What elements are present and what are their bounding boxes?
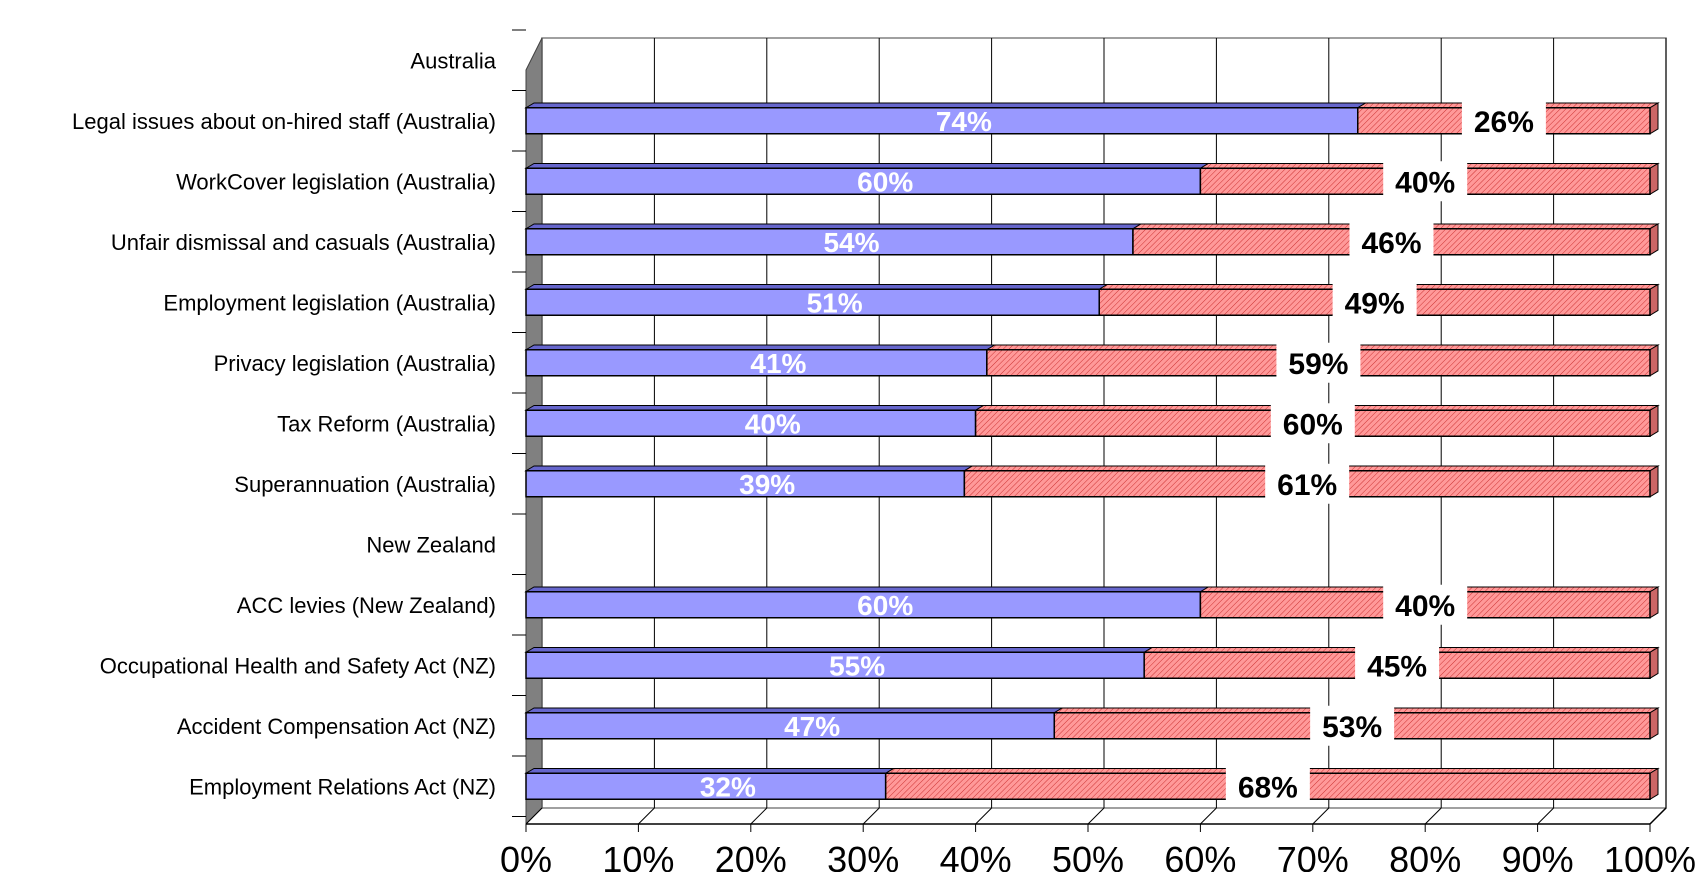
floor-line bbox=[1200, 807, 1217, 825]
bar-series-2-side bbox=[1649, 102, 1659, 135]
floor-line bbox=[1312, 807, 1330, 825]
floor-line bbox=[1537, 807, 1554, 825]
data-label-series-1: 47% bbox=[784, 711, 840, 742]
bar-series-1 bbox=[525, 772, 887, 800]
data-label-series-2: 60% bbox=[1283, 408, 1343, 441]
floor-line bbox=[975, 807, 992, 825]
data-label-series-1: 41% bbox=[750, 348, 806, 379]
bar-series-1 bbox=[525, 591, 1202, 619]
data-label-series-1: 54% bbox=[823, 227, 879, 258]
bar-series-2-side bbox=[1649, 465, 1659, 498]
x-tick-label: 60% bbox=[1164, 839, 1236, 872]
data-label-bg bbox=[1383, 161, 1468, 202]
bar-series-1 bbox=[525, 288, 1100, 316]
category-label: New Zealand bbox=[366, 532, 496, 557]
bar-series-2-side bbox=[1649, 404, 1659, 438]
data-label-series-1: 40% bbox=[745, 408, 801, 439]
floor-line bbox=[750, 807, 768, 825]
category-label: Legal issues about on-hired staff (Austr… bbox=[72, 109, 496, 134]
data-label-series-1: 55% bbox=[829, 650, 885, 681]
bar-series-1 bbox=[525, 651, 1145, 679]
data-label-bg bbox=[1310, 705, 1395, 746]
floor-line bbox=[862, 807, 880, 825]
data-label-series-2: 49% bbox=[1345, 287, 1405, 320]
data-label-series-2: 53% bbox=[1322, 711, 1382, 744]
x-tick-label: 30% bbox=[827, 839, 899, 872]
data-label-series-1: 51% bbox=[807, 287, 863, 318]
data-label-bg bbox=[1332, 282, 1417, 323]
bar-series-2-side bbox=[1649, 646, 1659, 680]
data-label-series-2: 68% bbox=[1238, 771, 1298, 804]
category-label: Occupational Health and Safety Act (NZ) bbox=[100, 653, 496, 678]
bar-series-1 bbox=[525, 409, 977, 437]
bar-series-2-side bbox=[1649, 223, 1659, 256]
category-label: Privacy legislation (Australia) bbox=[214, 351, 496, 376]
x-tick-label: 100% bbox=[1604, 839, 1696, 872]
data-label-series-2: 40% bbox=[1395, 590, 1455, 623]
x-tick-label: 10% bbox=[602, 839, 674, 872]
data-label-series-1: 39% bbox=[739, 469, 795, 500]
data-label-bg bbox=[1225, 766, 1310, 807]
category-label: Employment legislation (Australia) bbox=[163, 290, 496, 315]
x-tick-label: 0% bbox=[500, 839, 552, 872]
data-label-series-2: 59% bbox=[1288, 348, 1348, 381]
bar-series-2-side bbox=[1649, 162, 1659, 196]
x-tick-label: 20% bbox=[715, 839, 787, 872]
data-label-series-2: 26% bbox=[1474, 106, 1534, 139]
data-label-series-2: 45% bbox=[1367, 650, 1427, 683]
bar-series-1 bbox=[525, 107, 1359, 135]
floor-line bbox=[525, 807, 543, 825]
data-label-bg bbox=[1276, 342, 1361, 383]
bar-series-2-side bbox=[1649, 767, 1659, 801]
data-label-bg bbox=[1461, 100, 1546, 141]
data-label-series-1: 60% bbox=[857, 166, 913, 197]
data-label-series-1: 32% bbox=[700, 771, 756, 802]
floor-right-edge bbox=[1649, 807, 1667, 825]
category-label: WorkCover legislation (Australia) bbox=[176, 169, 496, 194]
category-label: Superannuation (Australia) bbox=[234, 472, 496, 497]
bar-series-2-side bbox=[1649, 283, 1659, 317]
data-label-bg bbox=[1355, 645, 1440, 686]
category-label: Employment Relations Act (NZ) bbox=[189, 774, 496, 799]
x-tick-label: 90% bbox=[1502, 839, 1574, 872]
category-label: Accident Compensation Act (NZ) bbox=[177, 714, 496, 739]
data-label-bg bbox=[1349, 221, 1434, 262]
data-label-series-1: 60% bbox=[857, 590, 913, 621]
bar-series-1 bbox=[525, 712, 1056, 740]
data-label-bg bbox=[1270, 403, 1355, 444]
data-label-series-1: 74% bbox=[936, 106, 992, 137]
data-label-series-2: 46% bbox=[1361, 227, 1421, 260]
data-label-bg bbox=[1383, 584, 1468, 625]
x-tick-label: 70% bbox=[1277, 839, 1349, 872]
floor-line bbox=[638, 807, 655, 825]
x-tick-label: 80% bbox=[1389, 839, 1461, 872]
category-label: Australia bbox=[410, 48, 496, 73]
floor-line bbox=[1087, 807, 1105, 825]
data-label-series-2: 40% bbox=[1395, 166, 1455, 199]
x-tick-label: 50% bbox=[1052, 839, 1124, 872]
bar-series-2-side bbox=[1649, 707, 1659, 740]
data-label-series-2: 61% bbox=[1277, 469, 1337, 502]
bar-series-2-side bbox=[1649, 586, 1659, 619]
bar-series-1 bbox=[525, 228, 1134, 256]
x-tick-label: 40% bbox=[940, 839, 1012, 872]
floor-line bbox=[1424, 807, 1442, 825]
bar-series-2-side bbox=[1649, 344, 1659, 377]
category-label: Unfair dismissal and casuals (Australia) bbox=[111, 230, 496, 255]
category-label: Tax Reform (Australia) bbox=[277, 411, 496, 436]
data-label-bg bbox=[1265, 463, 1350, 504]
category-label: ACC levies (New Zealand) bbox=[237, 593, 496, 618]
